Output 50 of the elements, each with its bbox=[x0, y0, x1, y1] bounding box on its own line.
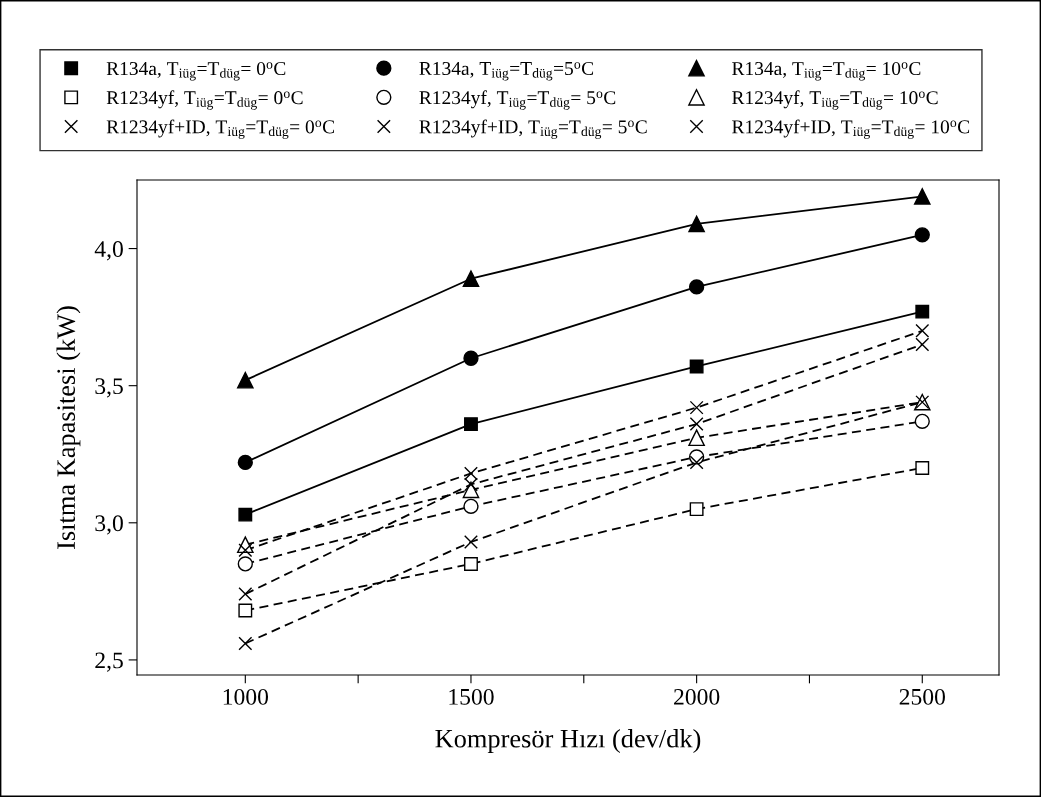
point bbox=[462, 270, 480, 288]
point bbox=[238, 603, 253, 618]
point bbox=[913, 188, 931, 205]
y-axis-title: Isıtma Kapasitesi (kW) bbox=[56, 306, 81, 549]
point bbox=[464, 417, 478, 432]
legend-label: R1234yf+ID, T$_{iüg}$=T$_{düg}$= 10$^{o}$C bbox=[732, 119, 970, 139]
point bbox=[237, 556, 253, 572]
y-tick-label: 3,0 bbox=[95, 515, 123, 535]
x-tick-label: 2500 bbox=[899, 688, 945, 705]
point bbox=[688, 279, 705, 295]
point bbox=[236, 371, 254, 389]
point bbox=[689, 417, 704, 432]
point bbox=[915, 337, 930, 352]
legend-label: R134a, T$_{iüg}$=T$_{düg}$= 10$^{o}$C bbox=[732, 61, 921, 81]
point bbox=[915, 323, 930, 338]
point bbox=[237, 454, 253, 471]
point bbox=[689, 359, 704, 374]
point bbox=[464, 477, 478, 492]
x-axis-title: Kompresör Hızı (dev/dk) bbox=[435, 729, 701, 753]
y-tick-label: 2,5 bbox=[95, 652, 123, 672]
point bbox=[464, 556, 478, 571]
legend-label: R1234yf+ID, T$_{iüg}$=T$_{düg}$= 5$^{o}$C bbox=[419, 119, 647, 139]
point bbox=[915, 304, 930, 319]
point bbox=[464, 535, 478, 549]
x-tick-label: 2000 bbox=[674, 688, 720, 705]
point bbox=[238, 587, 253, 602]
point bbox=[688, 215, 705, 233]
legend-label: R1234yf, T$_{iüg}$=T$_{düg}$= 5$^{o}$C bbox=[419, 90, 616, 110]
legend-label: R1234yf, T$_{iüg}$=T$_{düg}$= 0$^{o}$C bbox=[106, 90, 303, 110]
point bbox=[689, 502, 704, 517]
x-tick-label: 1000 bbox=[223, 688, 269, 705]
point bbox=[463, 350, 479, 366]
point bbox=[238, 636, 253, 651]
legend-label: R1234yf, T$_{iüg}$=T$_{düg}$= 10$^{o}$C bbox=[732, 90, 938, 110]
point bbox=[914, 413, 930, 429]
point bbox=[463, 498, 479, 514]
x-tick-label: 1500 bbox=[449, 688, 494, 705]
point bbox=[464, 466, 478, 481]
y-tick-label: 3,5 bbox=[95, 378, 123, 398]
point bbox=[689, 400, 704, 415]
point bbox=[915, 461, 930, 475]
legend-label: R1234yf+ID, T$_{iüg}$=T$_{düg}$= 0$^{o}$C bbox=[106, 119, 335, 139]
point bbox=[689, 455, 704, 470]
y-tick-label: 4,0 bbox=[94, 241, 123, 261]
point bbox=[688, 429, 705, 447]
point bbox=[238, 543, 253, 558]
point bbox=[914, 227, 930, 243]
point bbox=[238, 507, 253, 522]
legend-label: R134a, T$_{iüg}$=T$_{düg}$= 0$^{o}$C bbox=[106, 61, 286, 81]
legend-label: R134a, T$_{iüg}$=T$_{düg}$=5$^{o}$C bbox=[419, 61, 594, 81]
